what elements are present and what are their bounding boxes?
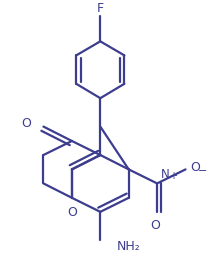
Text: +: + xyxy=(169,171,177,181)
Text: F: F xyxy=(97,2,104,15)
Text: O: O xyxy=(67,206,77,219)
Text: O: O xyxy=(21,118,31,130)
Text: NH₂: NH₂ xyxy=(117,240,141,253)
Text: N: N xyxy=(161,168,170,182)
Text: O: O xyxy=(151,219,160,232)
Text: −: − xyxy=(198,166,208,176)
Text: O: O xyxy=(191,161,200,174)
